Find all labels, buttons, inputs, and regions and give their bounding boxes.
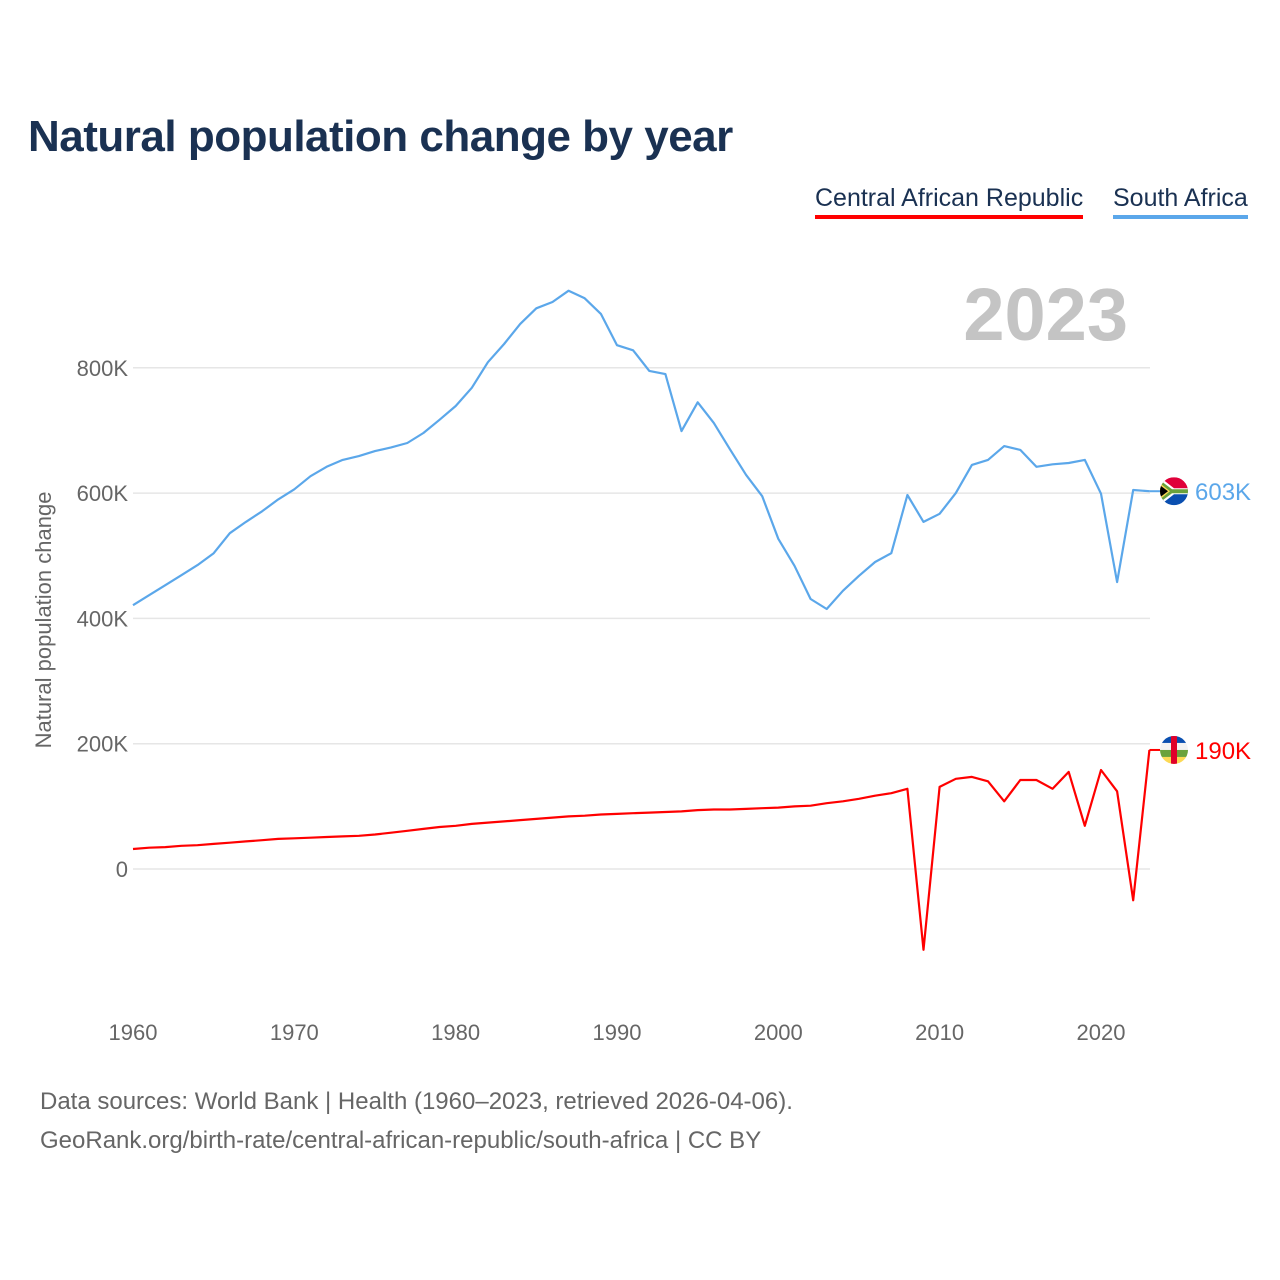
x-tick-label: 1990 xyxy=(593,1020,642,1045)
series-line-south-africa xyxy=(132,289,1150,611)
y-axis-label: Natural population change xyxy=(31,492,56,749)
footer-attribution: GeoRank.org/birth-rate/central-african-r… xyxy=(40,1127,762,1154)
chart-title: Natural population change by year xyxy=(28,112,733,161)
y-tick-label: 200K xyxy=(77,732,129,757)
legend-south-africa[interactable]: South Africa xyxy=(1113,184,1248,219)
x-tick-label: 1970 xyxy=(270,1020,319,1045)
x-tick-label: 2010 xyxy=(915,1020,964,1045)
x-tick-label: 1980 xyxy=(431,1020,480,1045)
year-label: 2023 xyxy=(963,273,1128,356)
x-tick-label: 1960 xyxy=(109,1020,158,1045)
x-tick-label: 2000 xyxy=(754,1020,803,1045)
y-tick-label: 800K xyxy=(77,356,129,381)
y-tick-label: 0 xyxy=(116,857,128,882)
footer-sources: Data sources: World Bank | Health (1960–… xyxy=(40,1088,793,1115)
y-tick-label: 400K xyxy=(77,606,129,631)
x-tick-label: 2020 xyxy=(1077,1020,1126,1045)
south-africa-flag-icon xyxy=(1160,477,1188,506)
series-line-central-african-republic xyxy=(132,749,1151,951)
legend-central-african-republic[interactable]: Central African Republic xyxy=(815,184,1084,219)
end-value-label: 603K xyxy=(1195,479,1251,506)
central-african-republic-flag-icon xyxy=(1160,735,1188,764)
y-tick-label: 600K xyxy=(77,481,129,506)
end-value-label: 190K xyxy=(1195,738,1251,765)
